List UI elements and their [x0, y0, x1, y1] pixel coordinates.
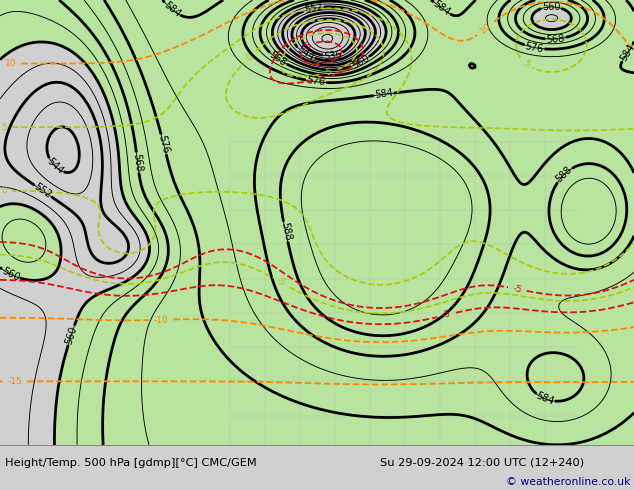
- Text: 552: 552: [32, 182, 53, 200]
- Text: 10: 10: [478, 21, 493, 35]
- Text: 568: 568: [131, 153, 144, 172]
- Text: 552: 552: [304, 1, 324, 15]
- Text: 576: 576: [524, 41, 545, 54]
- Text: Su 29-09-2024 12:00 UTC (12+240): Su 29-09-2024 12:00 UTC (12+240): [380, 458, 585, 468]
- Text: 584: 584: [374, 88, 394, 100]
- Text: © weatheronline.co.uk: © weatheronline.co.uk: [507, 477, 631, 487]
- Text: 560: 560: [350, 53, 371, 71]
- Text: -5: -5: [301, 41, 314, 53]
- Text: 0: 0: [245, 51, 255, 62]
- Text: 560: 560: [63, 325, 79, 345]
- Text: 584: 584: [534, 391, 555, 407]
- Text: 568: 568: [546, 33, 565, 45]
- Text: 544: 544: [295, 45, 316, 63]
- Text: -5: -5: [512, 284, 522, 294]
- Text: -5: -5: [441, 310, 452, 320]
- Text: -10: -10: [153, 315, 169, 324]
- Text: 588: 588: [554, 165, 574, 185]
- Text: 584: 584: [431, 0, 452, 18]
- Text: 576: 576: [306, 75, 326, 88]
- Text: -5: -5: [317, 73, 328, 84]
- Text: 5: 5: [1, 122, 7, 132]
- Text: 544: 544: [45, 156, 65, 176]
- Text: 536: 536: [323, 49, 343, 62]
- Text: -15: -15: [8, 377, 22, 386]
- Text: 560: 560: [542, 2, 560, 12]
- Text: 576: 576: [157, 134, 171, 154]
- Text: Height/Temp. 500 hPa [gdmp][°C] CMC/GEM: Height/Temp. 500 hPa [gdmp][°C] CMC/GEM: [5, 458, 257, 468]
- Text: 584: 584: [619, 43, 634, 64]
- Text: 568: 568: [268, 49, 288, 68]
- Text: 588: 588: [279, 221, 292, 242]
- Text: 560: 560: [0, 266, 21, 283]
- Text: 0: 0: [1, 186, 7, 195]
- Text: -5: -5: [275, 276, 287, 289]
- Text: 584: 584: [162, 0, 182, 19]
- Text: 10: 10: [5, 59, 16, 68]
- Text: -5: -5: [323, 67, 334, 78]
- Text: 5: 5: [521, 58, 531, 69]
